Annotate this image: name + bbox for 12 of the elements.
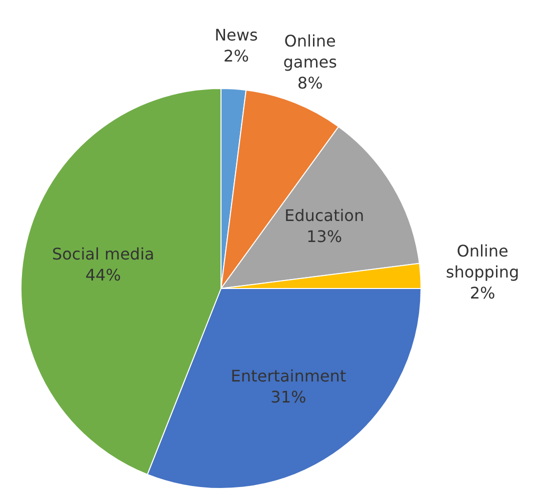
slice-label: Education bbox=[284, 206, 364, 226]
slice-label: Online shopping bbox=[446, 241, 520, 282]
slice-label: News bbox=[214, 26, 258, 45]
data-label: 2% bbox=[470, 283, 496, 302]
slice-label: Entertainment bbox=[230, 366, 346, 386]
data-label: 31% bbox=[270, 387, 306, 406]
data-label: 44% bbox=[85, 266, 121, 285]
data-label: 13% bbox=[306, 227, 342, 246]
slice-label: Online games bbox=[283, 32, 337, 72]
slice-label: Social media bbox=[52, 244, 154, 264]
data-label: 8% bbox=[297, 74, 323, 93]
data-label: 2% bbox=[224, 46, 249, 66]
